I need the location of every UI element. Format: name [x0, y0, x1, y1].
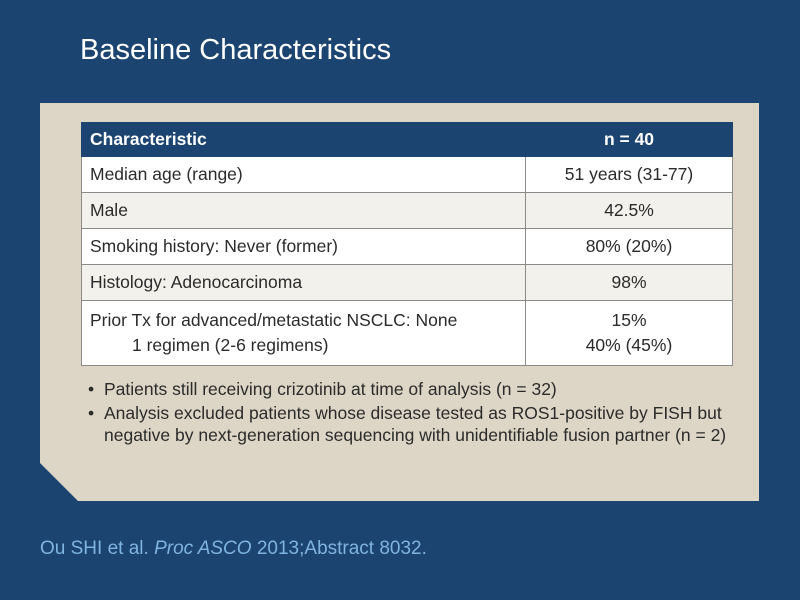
note-item: • Patients still receiving crizotinib at…	[88, 378, 738, 400]
cell-value: 80% (20%)	[525, 228, 733, 265]
header-characteristic: Characteristic	[81, 122, 526, 157]
cell-value-line1: 15%	[611, 310, 647, 330]
note-item: • Analysis excluded patients whose disea…	[88, 402, 738, 446]
cell-label: Male	[81, 192, 526, 229]
cell-value-line2: 40% (45%)	[585, 335, 673, 355]
cell-label-line1: Prior Tx for advanced/metastatic NSCLC: …	[90, 310, 458, 330]
cell-label: Prior Tx for advanced/metastatic NSCLC: …	[81, 300, 526, 366]
cell-label: Median age (range)	[81, 156, 526, 193]
baseline-characteristics-table: Characteristic n = 40 Median age (range)…	[81, 122, 733, 366]
table-row: Prior Tx for advanced/metastatic NSCLC: …	[81, 300, 733, 366]
note-text: Patients still receiving crizotinib at t…	[104, 379, 557, 399]
cell-value: 15% 40% (45%)	[525, 300, 733, 366]
bullet-icon: •	[88, 403, 95, 423]
citation-authors: Ou SHI et al.	[40, 538, 149, 559]
cell-label: Smoking history: Never (former)	[81, 228, 526, 265]
notes-list: • Patients still receiving crizotinib at…	[88, 378, 738, 448]
cell-value: 51 years (31-77)	[525, 156, 733, 193]
note-text: Analysis excluded patients whose disease…	[104, 403, 727, 445]
table-row: Smoking history: Never (former) 80% (20%…	[81, 228, 733, 265]
cell-value: 98%	[525, 264, 733, 301]
table-header-row: Characteristic n = 40	[81, 122, 733, 157]
cell-value: 42.5%	[525, 192, 733, 229]
table-row: Histology: Adenocarcinoma 98%	[81, 264, 733, 301]
table-row: Median age (range) 51 years (31-77)	[81, 156, 733, 193]
slide-title: Baseline Characteristics	[80, 34, 392, 66]
cell-label: Histology: Adenocarcinoma	[81, 264, 526, 301]
header-n: n = 40	[525, 122, 733, 157]
table-row: Male 42.5%	[81, 192, 733, 229]
citation-details: 2013;Abstract 8032.	[256, 538, 427, 559]
citation: Ou SHI et al. Proc ASCO 2013;Abstract 80…	[40, 538, 427, 560]
citation-journal: Proc ASCO	[154, 538, 252, 559]
cell-label-line2: 1 regimen (2-6 regimens)	[132, 335, 329, 355]
bullet-icon: •	[88, 379, 95, 399]
